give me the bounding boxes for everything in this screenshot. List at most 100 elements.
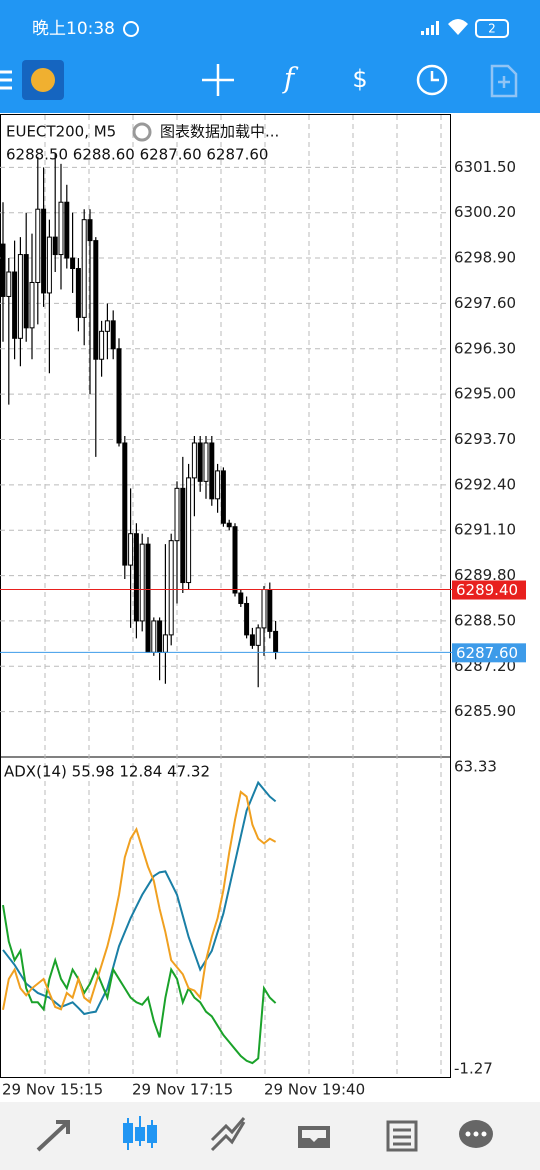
candle-body [70,257,76,270]
candle-body [249,634,255,646]
candle-body [139,543,145,622]
y-tick-label: 6301.50 [454,158,516,176]
candle-body [174,487,180,542]
time-label: 29 Nov 19:40 [264,1081,365,1099]
history-button[interactable] [416,64,448,96]
y-tick-label: 6288.50 [454,611,516,629]
time-label: 29 Nov 15:15 [2,1081,103,1099]
candle-body [220,470,226,524]
wifi-icon [448,19,468,35]
candle-body [75,268,81,318]
battery-icon [475,19,509,38]
candle-body [133,533,139,622]
candle-body [29,281,35,329]
symbol-label: EUECT200, M5 [6,123,116,141]
candle-body [151,620,157,653]
y-tick-label: 6285.90 [454,702,516,720]
candle-body [186,477,192,584]
trade-tab[interactable] [210,1117,246,1152]
indicator-line [2,790,277,1011]
price-tag-label: 6289.40 [456,581,518,599]
candle-body [168,540,174,636]
candle-body [116,348,122,444]
y-tick-label: 6295.00 [454,385,516,403]
candle-body [238,592,244,604]
bottom-nav [0,1102,540,1170]
candle-body [87,219,93,242]
chart-tab[interactable] [123,1116,157,1150]
y-tick-label: 6298.90 [454,249,516,267]
menu-button[interactable] [0,70,12,90]
candle-body [157,620,163,653]
quotes-tab[interactable] [36,1120,70,1152]
indicator-line [2,904,277,1065]
chart-frame [0,114,451,1078]
price-tag [452,580,526,600]
candle-body [232,526,238,594]
candle-body [12,271,18,339]
candle-body [197,442,203,482]
indicator-label: ADX(14) 55.98 12.84 47.32 [4,763,210,781]
candle-body [261,589,267,629]
candle-body [6,271,12,297]
candle-body [122,442,128,566]
candle-body [46,236,52,294]
new-order-button[interactable] [490,64,518,98]
candle-body [145,543,151,653]
candle-body [267,589,273,632]
candle-body [273,630,279,653]
news-tab[interactable] [386,1120,418,1152]
candle-body [52,236,58,256]
candle-body [215,470,221,500]
alarm-icon [123,21,139,37]
time-label: 29 Nov 17:15 [132,1081,233,1099]
y-tick-label: -1.27 [454,1060,493,1078]
candle-body [17,254,23,339]
candle-body [110,320,116,350]
y-tick-label: 63.33 [454,758,497,776]
crosshair-button[interactable] [202,64,234,96]
candle-body [191,442,197,479]
candle-body [128,533,134,566]
candle-body [180,487,186,584]
loading-spinner [132,122,152,142]
price-tag-label: 6287.60 [456,644,518,662]
indicator-line [2,780,277,1016]
status-time: 晚上10:38 [32,19,115,39]
candle-body [226,522,232,528]
y-tick-label: 6292.40 [454,475,516,493]
price-tag [452,643,526,663]
y-tick-label: 6297.60 [454,294,516,312]
candle-body [0,243,6,297]
history-tab[interactable] [298,1126,330,1148]
y-tick-label: 6289.80 [454,566,516,584]
candle-body [104,320,110,332]
candle-body [23,254,29,329]
candle-body [58,201,64,256]
candle-body [209,442,215,500]
trade-button[interactable]: $ [352,65,367,93]
ohlc-label: 6288.50 6288.60 6287.60 6287.60 [6,146,268,164]
candle-body [99,330,105,360]
candle-body [255,627,261,646]
y-tick-label: 6291.10 [454,521,516,539]
candle-body [93,240,99,360]
y-tick-label: 6293.70 [454,430,516,448]
candle-body [81,219,87,318]
y-tick-label: 6296.30 [454,339,516,357]
loading-status: 图表数据加载中... [160,123,279,141]
app-bar [0,0,540,113]
candle-body [162,634,168,653]
messages-tab[interactable] [459,1120,493,1148]
candle-body [41,208,47,294]
candle-body [35,208,41,283]
candle-body [244,602,250,636]
battery-level: 2 [488,22,496,36]
y-tick-label: 6300.20 [454,203,516,221]
candle-body [203,442,209,482]
candle-body [64,201,70,259]
signal-icon [421,21,439,35]
logo-mark [31,68,55,92]
